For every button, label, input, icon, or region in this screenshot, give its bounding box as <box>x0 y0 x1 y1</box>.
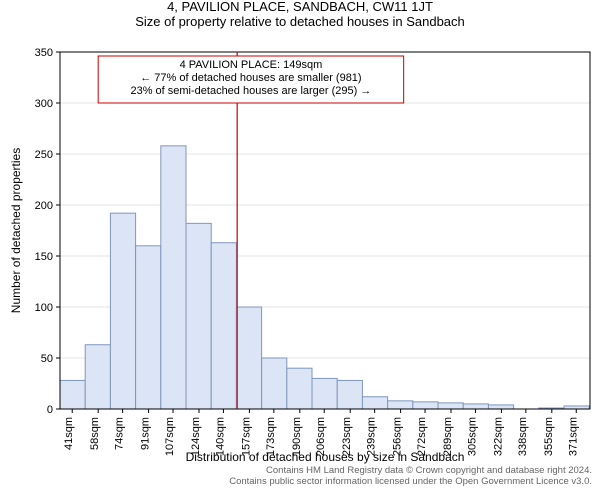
histogram-bar <box>388 401 413 409</box>
x-axis-label: Distribution of detached houses by size … <box>186 450 465 464</box>
ytick-label: 0 <box>47 404 53 416</box>
xtick-label: 371sqm <box>567 417 579 456</box>
y-axis-label: Number of detached properties <box>9 148 23 313</box>
xtick-label: 338sqm <box>517 417 529 456</box>
histogram-bar <box>488 405 513 409</box>
ytick-label: 300 <box>35 98 53 110</box>
footer-line-2: Contains public sector information licen… <box>0 477 592 488</box>
xtick-label: 355sqm <box>543 417 555 456</box>
histogram-bar <box>161 146 186 409</box>
histogram-bar <box>186 223 211 409</box>
xtick-label: 322sqm <box>492 417 504 456</box>
histogram-bar <box>262 358 287 409</box>
chart-container: 0 50 100 150 200 250 300 350 41sqm 58sqm 74sqm 91sq… <box>0 34 600 464</box>
histogram-bar <box>85 345 110 409</box>
ytick-label: 100 <box>35 302 53 314</box>
xtick-label: 305sqm <box>466 417 478 456</box>
xtick-label: 91sqm <box>140 417 152 450</box>
xtick-label: 107sqm <box>164 417 176 456</box>
histogram-bar <box>312 378 337 409</box>
histogram-bar <box>60 380 85 409</box>
histogram-bar <box>136 246 161 409</box>
annotation-line-1: 4 PAVILION PLACE: 149sqm <box>180 59 323 71</box>
chart-subtitle: Size of property relative to detached ho… <box>0 14 600 30</box>
ytick-label: 200 <box>35 200 53 212</box>
ytick-label: 150 <box>35 251 53 263</box>
page-title: 4, PAVILION PLACE, SANDBACH, CW11 1JT <box>0 0 600 14</box>
histogram-bar <box>337 380 362 409</box>
ytick-label: 350 <box>35 47 53 59</box>
histogram-bar <box>287 368 312 409</box>
histogram-bar <box>236 307 261 409</box>
histogram-bar <box>413 402 438 409</box>
xtick-label: 74sqm <box>114 417 126 450</box>
ytick-label: 250 <box>35 149 53 161</box>
histogram-bar <box>463 404 488 409</box>
histogram-chart: 0 50 100 150 200 250 300 350 41sqm 58sqm 74sqm 91sq… <box>0 34 600 464</box>
annotation-line-3: 23% of semi-detached houses are larger (… <box>130 85 371 97</box>
histogram-bar <box>110 213 135 409</box>
histogram-bar <box>211 243 236 409</box>
xtick-label: 41sqm <box>63 417 75 450</box>
xtick-label: 58sqm <box>89 417 101 450</box>
attribution-footer: Contains HM Land Registry data © Crown c… <box>0 464 600 488</box>
histogram-bar <box>438 403 463 409</box>
histogram-bar <box>362 397 387 409</box>
ytick-label: 50 <box>41 353 53 365</box>
annotation-line-2: ← 77% of detached houses are smaller (98… <box>140 72 361 84</box>
